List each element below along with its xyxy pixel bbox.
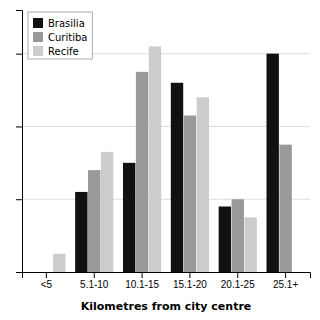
bar xyxy=(53,254,65,272)
y-tick xyxy=(16,54,22,55)
x-tick-label: 15.1-20 xyxy=(173,279,207,290)
bar xyxy=(244,217,256,272)
y-tick-mark xyxy=(16,126,22,127)
x-tick-mark xyxy=(142,272,143,278)
x-tick-label: 25.1+ xyxy=(273,279,298,290)
bar xyxy=(171,83,183,272)
bar xyxy=(27,272,39,273)
legend-box xyxy=(28,12,92,59)
x-tick-mark xyxy=(46,272,47,278)
series xyxy=(88,72,292,272)
x-tick: 15.1-20 xyxy=(173,272,207,290)
x-tick-mark xyxy=(285,272,286,278)
x-tick-label: 10.1-15 xyxy=(125,279,159,290)
y-tick xyxy=(16,199,22,200)
bar xyxy=(267,54,279,272)
legend-swatch xyxy=(33,32,43,42)
x-tick: 10.1-15 xyxy=(125,272,159,290)
y-axis-line xyxy=(16,11,23,273)
x-tick-label: <5 xyxy=(41,279,53,290)
bar xyxy=(219,207,231,273)
bar xyxy=(123,163,135,272)
x-tick: 20.1-25 xyxy=(221,272,255,290)
y-tick xyxy=(16,126,22,127)
x-tick-label: 5.1-10 xyxy=(80,279,109,290)
bar xyxy=(232,199,244,272)
y-tick-mark xyxy=(16,199,22,200)
x-tick: 5.1-10 xyxy=(80,272,109,290)
legend-item: Curitiba xyxy=(33,32,87,43)
x-tick: <5 xyxy=(41,272,53,290)
bar xyxy=(292,272,304,273)
x-tick: 25.1+ xyxy=(273,272,298,290)
bar xyxy=(279,145,291,272)
chart: <5 5.1-10 10.1-15 15.1-20 20.1-25 25.1+ Brasil… xyxy=(0,0,320,320)
x-axis-line xyxy=(23,273,311,279)
series xyxy=(53,46,257,272)
x-tick-mark xyxy=(237,272,238,278)
plot: <5 5.1-10 10.1-15 15.1-20 20.1-25 25.1+ Brasil… xyxy=(16,11,311,291)
bar xyxy=(40,272,52,273)
x-axis-title: Kilometres from city centre xyxy=(81,300,252,313)
bar xyxy=(149,46,161,272)
legend-item: Recife xyxy=(33,46,79,57)
legend-label: Curitiba xyxy=(48,32,87,43)
bar xyxy=(101,152,113,272)
bar xyxy=(184,116,196,272)
legend-label: Brasilia xyxy=(48,18,85,29)
x-tick-mark xyxy=(94,272,95,278)
legend: Brasilia Curitiba Recife xyxy=(28,12,92,59)
x-axis: <5 5.1-10 10.1-15 15.1-20 20.1-25 25.1+ xyxy=(23,272,311,290)
legend-swatch xyxy=(33,46,43,56)
series xyxy=(75,54,279,272)
bar xyxy=(75,192,87,272)
y-tick-mark xyxy=(16,54,22,55)
legend-swatch xyxy=(33,18,43,28)
bar xyxy=(136,72,148,272)
bar xyxy=(88,170,100,272)
bar xyxy=(197,97,209,272)
y-axis xyxy=(16,11,23,273)
bars xyxy=(53,46,292,272)
legend-item: Brasilia xyxy=(33,18,85,29)
legend-label: Recife xyxy=(48,46,79,57)
x-tick-label: 20.1-25 xyxy=(221,279,255,290)
x-tick-mark xyxy=(189,272,190,278)
